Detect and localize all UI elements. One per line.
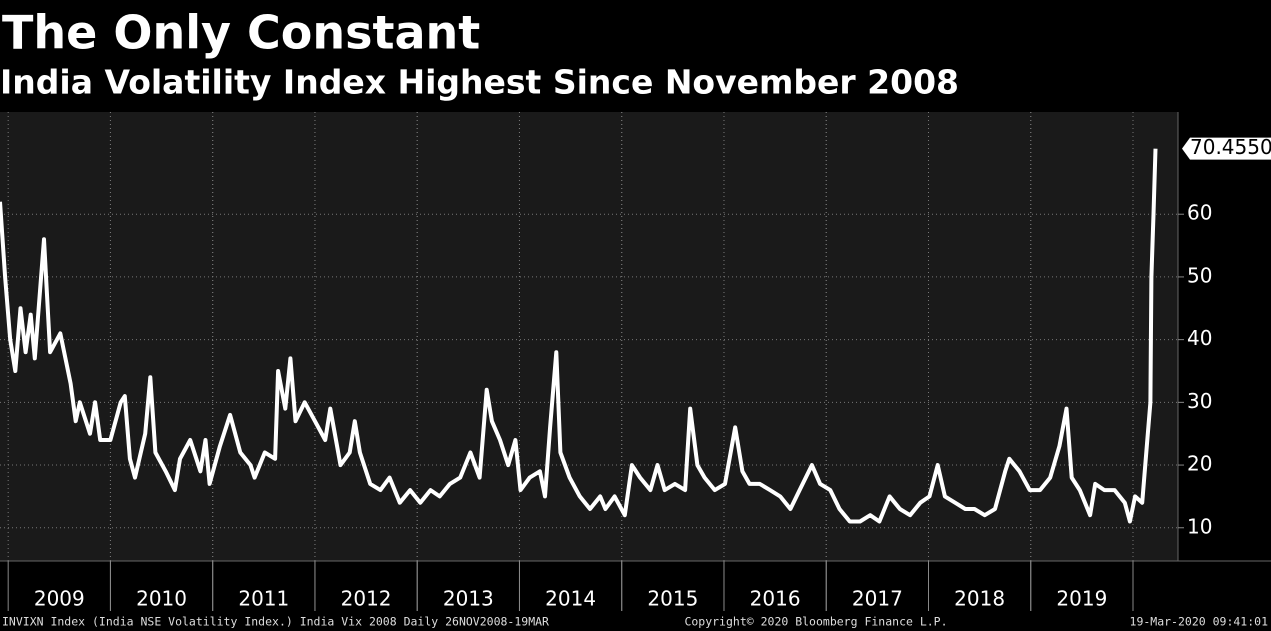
y-tick-label: 60 bbox=[1187, 201, 1212, 225]
chart-subtitle: India Volatility Index Highest Since Nov… bbox=[0, 63, 959, 102]
x-tick-label: 2015 bbox=[647, 587, 698, 611]
footer-timestamp: 19-Mar-2020 09:41:01 bbox=[1130, 615, 1269, 629]
x-tick-label: 2009 bbox=[34, 587, 85, 611]
x-tick-label: 2019 bbox=[1056, 587, 1107, 611]
x-tick-label: 2018 bbox=[954, 587, 1005, 611]
last-value-box bbox=[1182, 137, 1271, 160]
data-line bbox=[0, 148, 1158, 524]
x-tick-label: 2012 bbox=[341, 587, 392, 611]
x-tick-label: 2017 bbox=[852, 587, 903, 611]
chart-title: The Only Constant bbox=[2, 6, 480, 60]
footer-source: INVIXN Index (India NSE Volatility Index… bbox=[2, 615, 549, 629]
plot-area bbox=[0, 112, 1178, 561]
x-tick-label: 2016 bbox=[750, 587, 801, 611]
last-value-label: 70.4550 bbox=[1190, 135, 1271, 159]
y-tick-label: 20 bbox=[1187, 452, 1212, 476]
y-tick-label: 30 bbox=[1187, 389, 1212, 413]
x-tick-label: 2010 bbox=[136, 587, 187, 611]
x-tick-label: 2013 bbox=[443, 587, 494, 611]
footer-copyright: Copyright© 2020 Bloomberg Finance L.P. bbox=[684, 615, 947, 629]
x-tick-label: 2011 bbox=[238, 587, 289, 611]
y-tick-label: 40 bbox=[1187, 326, 1212, 350]
y-tick-label: 50 bbox=[1187, 263, 1212, 287]
x-tick-label: 2014 bbox=[545, 587, 596, 611]
y-tick-label: 10 bbox=[1187, 514, 1212, 538]
